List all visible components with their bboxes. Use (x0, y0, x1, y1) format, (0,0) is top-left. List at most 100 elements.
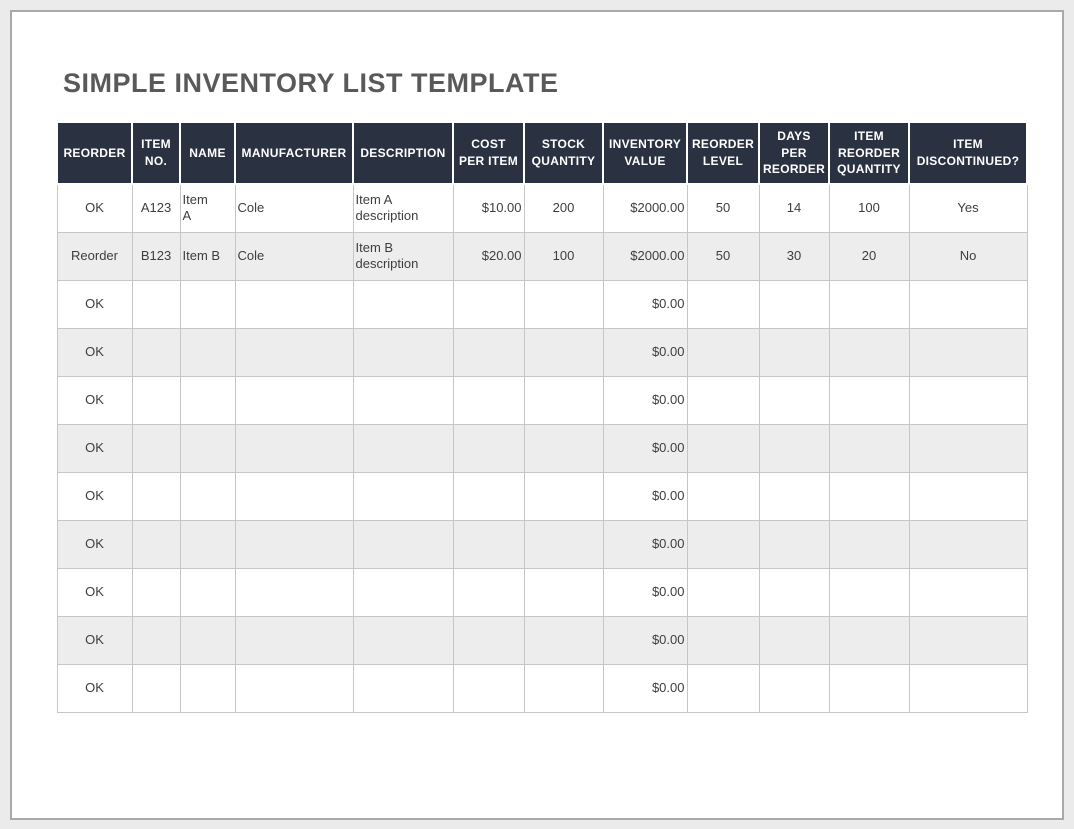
cell-item_discontinued (908, 279, 1028, 329)
table-row: OK $0.00 (56, 615, 1028, 665)
cell-reorder_level (686, 615, 760, 665)
cell-item_reorder_quantity (828, 423, 910, 473)
cell-item_reorder_quantity (828, 279, 910, 329)
cell-reorder: OK (56, 327, 133, 377)
cell-inventory_value: $0.00 (602, 567, 688, 617)
table-row: OK $0.00 (56, 519, 1028, 569)
cell-days_per_reorder (758, 663, 830, 713)
cell-item_discontinued (908, 471, 1028, 521)
cell-manufacturer (234, 663, 354, 713)
header-cell-item_reorder_quantity: ITEM REORDER QUANTITY (828, 121, 910, 185)
cell-item_discontinued (908, 663, 1028, 713)
cell-item_no (131, 663, 181, 713)
cell-item_no (131, 471, 181, 521)
cell-days_per_reorder (758, 375, 830, 425)
cell-item_discontinued (908, 423, 1028, 473)
cell-name: Item B (179, 231, 236, 281)
cell-item_discontinued (908, 615, 1028, 665)
cell-reorder: OK (56, 615, 133, 665)
cell-description (352, 519, 454, 569)
header-cell-reorder: REORDER (56, 121, 133, 185)
cell-reorder_level: 50 (686, 231, 760, 281)
cell-cost_per_item (452, 615, 525, 665)
cell-description (352, 279, 454, 329)
cell-description: Item A description (352, 183, 454, 233)
cell-item_reorder_quantity: 100 (828, 183, 910, 233)
table-row: OK $0.00 (56, 663, 1028, 713)
cell-stock_quantity (523, 471, 604, 521)
cell-reorder_level (686, 279, 760, 329)
cell-item_no (131, 327, 181, 377)
cell-name (179, 423, 236, 473)
cell-stock_quantity (523, 375, 604, 425)
cell-cost_per_item (452, 423, 525, 473)
cell-description (352, 327, 454, 377)
table-body: OK A123 Item A Cole Item A description $10.00… (56, 183, 1028, 713)
page-title: SIMPLE INVENTORY LIST TEMPLATE (63, 68, 559, 98)
cell-reorder: OK (56, 567, 133, 617)
cell-cost_per_item (452, 279, 525, 329)
header-cell-inventory_value: INVENTORY VALUE (602, 121, 688, 185)
cell-item_reorder_quantity (828, 375, 910, 425)
cell-days_per_reorder (758, 471, 830, 521)
cell-days_per_reorder: 30 (758, 231, 830, 281)
cell-item_reorder_quantity (828, 327, 910, 377)
table-header: REORDER ITEM NO. NAME MANUFACTURER DESCRIPTI… (56, 121, 1028, 185)
cell-inventory_value: $2000.00 (602, 231, 688, 281)
cell-inventory_value: $0.00 (602, 663, 688, 713)
cell-stock_quantity: 200 (523, 183, 604, 233)
cell-manufacturer: Cole (234, 183, 354, 233)
cell-item_no (131, 615, 181, 665)
header-cell-description: DESCRIPTION (352, 121, 454, 185)
table-row: Reorder B123 Item B Cole Item B description $… (56, 231, 1028, 281)
cell-item_discontinued (908, 519, 1028, 569)
cell-days_per_reorder (758, 327, 830, 377)
cell-item_discontinued: No (908, 231, 1028, 281)
cell-cost_per_item (452, 471, 525, 521)
header-cell-stock_quantity: STOCK QUANTITY (523, 121, 604, 185)
table-row: OK $0.00 (56, 279, 1028, 329)
cell-item_reorder_quantity (828, 519, 910, 569)
cell-reorder: OK (56, 183, 133, 233)
cell-item_no (131, 567, 181, 617)
cell-cost_per_item (452, 663, 525, 713)
cell-days_per_reorder (758, 519, 830, 569)
header-cell-reorder_level: REORDER LEVEL (686, 121, 760, 185)
cell-inventory_value: $0.00 (602, 519, 688, 569)
cell-reorder: OK (56, 423, 133, 473)
cell-cost_per_item (452, 375, 525, 425)
table-row: OK $0.00 (56, 471, 1028, 521)
cell-reorder_level (686, 375, 760, 425)
cell-reorder_level: 50 (686, 183, 760, 233)
cell-name (179, 375, 236, 425)
cell-inventory_value: $0.00 (602, 327, 688, 377)
cell-item_reorder_quantity (828, 663, 910, 713)
cell-item_no (131, 423, 181, 473)
cell-cost_per_item: $20.00 (452, 231, 525, 281)
cell-reorder_level (686, 663, 760, 713)
cell-inventory_value: $0.00 (602, 423, 688, 473)
cell-name (179, 327, 236, 377)
cell-manufacturer (234, 279, 354, 329)
cell-reorder: OK (56, 519, 133, 569)
cell-inventory_value: $0.00 (602, 279, 688, 329)
cell-name: Item A (179, 183, 236, 233)
cell-name (179, 471, 236, 521)
cell-inventory_value: $0.00 (602, 471, 688, 521)
cell-days_per_reorder: 14 (758, 183, 830, 233)
cell-reorder: OK (56, 471, 133, 521)
cell-item_reorder_quantity (828, 615, 910, 665)
header-cell-manufacturer: MANUFACTURER (234, 121, 354, 185)
cell-name (179, 279, 236, 329)
header-row: REORDER ITEM NO. NAME MANUFACTURER DESCRIPTI… (56, 121, 1028, 185)
cell-item_discontinued (908, 567, 1028, 617)
cell-name (179, 663, 236, 713)
cell-name (179, 615, 236, 665)
cell-manufacturer: Cole (234, 231, 354, 281)
cell-reorder: OK (56, 279, 133, 329)
header-cell-cost_per_item: COST PER ITEM (452, 121, 525, 185)
cell-inventory_value: $0.00 (602, 615, 688, 665)
cell-days_per_reorder (758, 567, 830, 617)
cell-stock_quantity (523, 567, 604, 617)
